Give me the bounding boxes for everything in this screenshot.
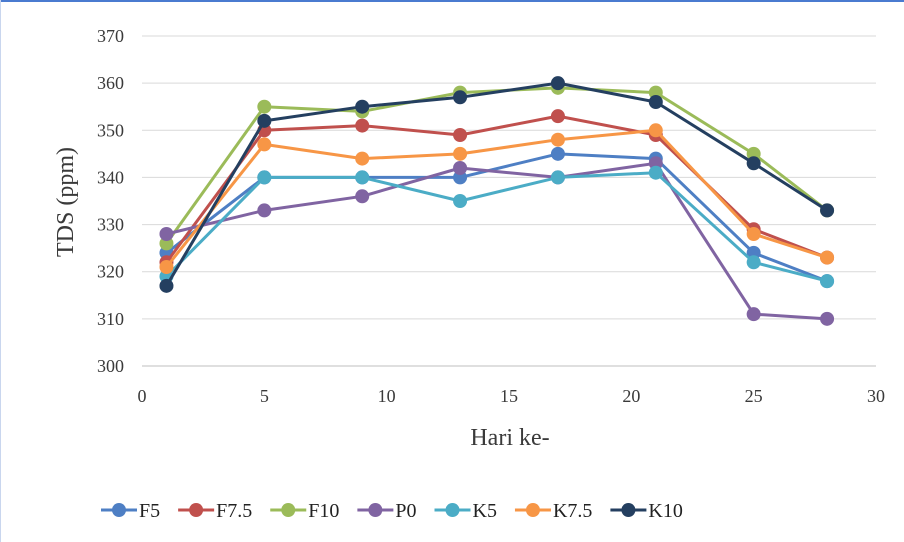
- data-point: [453, 194, 468, 208]
- y-tick-label: 300: [97, 356, 124, 376]
- data-point: [453, 128, 468, 142]
- series-line: [165, 171, 828, 283]
- x-axis-title: Hari ke-: [470, 425, 549, 451]
- data-point: [257, 170, 272, 185]
- data-point: [355, 170, 370, 185]
- data-point: [453, 90, 468, 105]
- series-K10: [159, 76, 835, 293]
- data-point: [453, 146, 468, 161]
- data-point: [355, 118, 370, 133]
- data-point: [159, 227, 174, 241]
- data-point: [355, 189, 370, 204]
- x-tick-label: 0: [138, 386, 147, 406]
- legend-item: P0: [357, 500, 417, 522]
- legend-marker: [189, 503, 204, 517]
- y-tick-label: 370: [97, 26, 124, 46]
- series-K5: [159, 165, 835, 289]
- legend-item: K5: [434, 500, 497, 522]
- y-tick-label: 360: [97, 73, 124, 93]
- data-point: [257, 113, 272, 128]
- legend-label: K7.5: [553, 500, 592, 522]
- series-line: [166, 161, 828, 321]
- data-point: [159, 278, 174, 293]
- y-tick-label: 320: [97, 262, 124, 282]
- data-point: [453, 161, 468, 175]
- data-point: [820, 311, 835, 326]
- y-axis-title: TDS (ppm): [53, 147, 79, 257]
- series-lines: [159, 76, 835, 326]
- y-tick-label: 310: [97, 309, 124, 329]
- data-point: [746, 255, 761, 270]
- data-point: [257, 137, 272, 152]
- x-tick-label: 10: [378, 386, 396, 406]
- data-point: [550, 76, 565, 91]
- series-line: [165, 81, 828, 287]
- x-tick-labels: 0 5 10 15 20 25 30: [138, 386, 886, 406]
- y-tick-labels: 300 310 320 330 340 350 360 370: [97, 26, 124, 376]
- legend-item: F5: [101, 500, 160, 522]
- legend-label: F5: [139, 500, 160, 522]
- data-point: [820, 203, 835, 218]
- legend-marker: [368, 503, 383, 517]
- series-line: [165, 114, 828, 264]
- data-point: [648, 165, 663, 180]
- legend-label: F10: [308, 500, 339, 522]
- legend-marker: [445, 503, 460, 517]
- legend-item: F7.5: [178, 500, 252, 522]
- data-point: [746, 156, 761, 171]
- legend-label: F7.5: [216, 500, 252, 522]
- data-point: [257, 99, 272, 114]
- data-point: [159, 260, 174, 274]
- series-K7.5: [159, 123, 835, 274]
- data-point: [550, 170, 565, 185]
- data-point: [746, 227, 761, 241]
- legend-label: K10: [648, 500, 682, 522]
- legend-label: P0: [395, 500, 416, 522]
- data-point: [550, 109, 565, 124]
- top-border: [0, 0, 904, 2]
- legend-marker: [621, 503, 636, 517]
- legend: F5 F7.5 F10 P0 K5 K7.5 K10: [101, 500, 683, 522]
- left-border: [0, 0, 1, 542]
- legend-item: F10: [270, 500, 339, 522]
- legend-marker: [525, 503, 540, 517]
- data-point: [820, 250, 835, 265]
- legend-marker: [112, 503, 126, 517]
- x-tick-label: 25: [745, 386, 763, 406]
- data-point: [355, 99, 370, 114]
- data-point: [550, 132, 565, 147]
- series-line: [165, 128, 828, 268]
- x-tick-label: 30: [867, 386, 885, 406]
- gridlines: [142, 35, 876, 367]
- data-point: [648, 95, 663, 109]
- legend-item: K10: [610, 500, 683, 522]
- x-tick-label: 20: [622, 386, 640, 406]
- y-tick-label: 330: [97, 215, 124, 235]
- data-point: [648, 123, 663, 138]
- data-point: [355, 151, 370, 166]
- legend-label: K5: [473, 500, 497, 522]
- y-tick-label: 350: [97, 120, 124, 140]
- data-point: [550, 146, 565, 161]
- legend-item: K7.5: [514, 500, 592, 522]
- series-F5: [159, 146, 835, 289]
- data-point: [820, 274, 835, 289]
- legend-marker: [281, 503, 296, 517]
- x-tick-label: 15: [500, 386, 518, 406]
- data-point: [746, 307, 761, 322]
- data-point: [257, 203, 272, 218]
- x-tick-label: 5: [260, 386, 269, 406]
- y-tick-label: 340: [97, 167, 124, 187]
